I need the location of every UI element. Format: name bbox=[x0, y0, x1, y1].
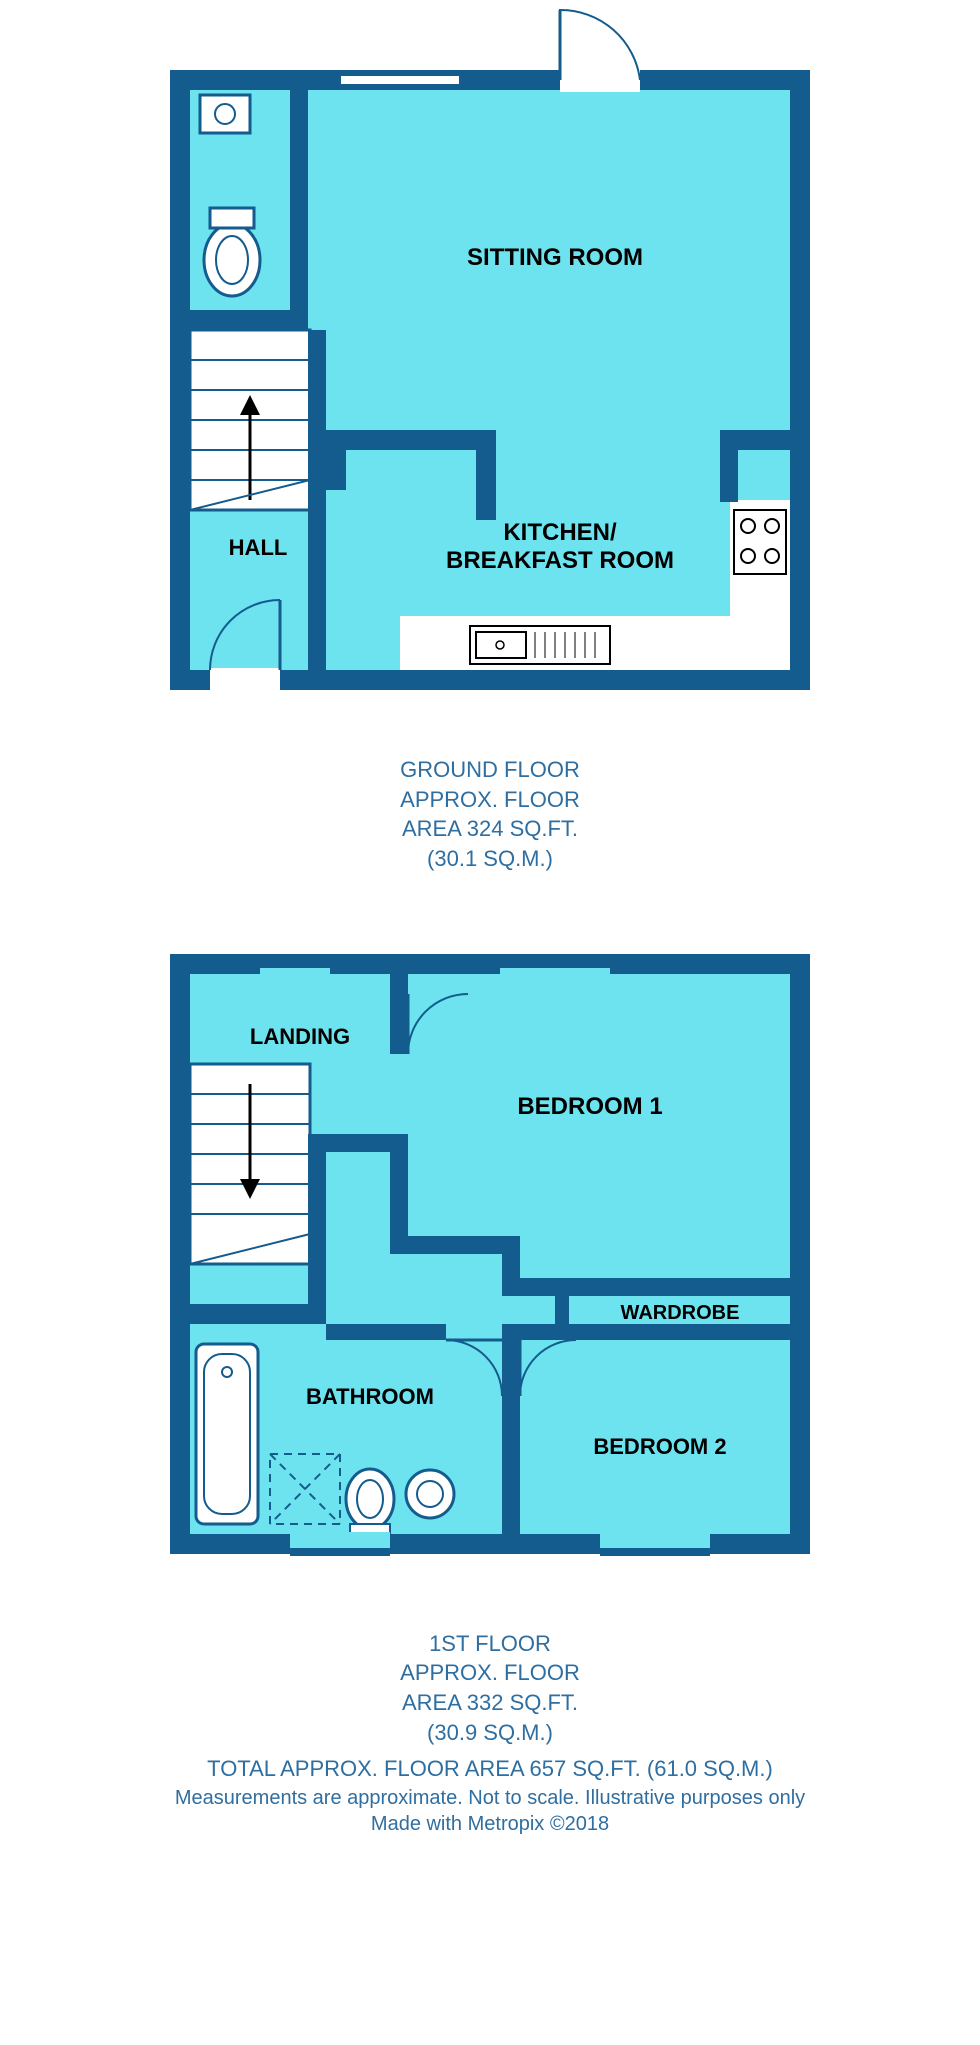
ground-floor-plan: SITTING ROOM HALL KITCHEN/ BREAKFAST ROO… bbox=[0, 0, 980, 720]
landing-label: LANDING bbox=[250, 1024, 350, 1049]
first-floor-plan: LANDING BEDROOM 1 WARDROBE BATHROOM BEDR… bbox=[0, 934, 980, 1574]
kitchen-label-1: KITCHEN/ bbox=[503, 519, 617, 546]
disclaimer-line-2: Made with Metropix ©2018 bbox=[0, 1811, 980, 1837]
floorplan-page: SITTING ROOM HALL KITCHEN/ BREAKFAST ROO… bbox=[0, 0, 980, 1837]
wardrobe-label: WARDROBE bbox=[621, 1302, 740, 1324]
kitchen-label-2: BREAKFAST ROOM bbox=[446, 547, 674, 574]
ground-floor-caption: GROUND FLOOR APPROX. FLOOR AREA 324 SQ.F… bbox=[0, 755, 980, 874]
bathroom-label: BATHROOM bbox=[306, 1384, 434, 1409]
sitting-room-label: SITTING ROOM bbox=[467, 244, 643, 271]
bedroom2-label: BEDROOM 2 bbox=[593, 1434, 726, 1459]
bedroom1-label: BEDROOM 1 bbox=[517, 1093, 662, 1120]
total-area: TOTAL APPROX. FLOOR AREA 657 SQ.FT. (61.… bbox=[0, 1754, 980, 1784]
disclaimer-line-1: Measurements are approximate. Not to sca… bbox=[0, 1785, 980, 1811]
hall-label: HALL bbox=[229, 535, 288, 560]
first-floor-caption: 1ST FLOOR APPROX. FLOOR AREA 332 SQ.FT. … bbox=[0, 1629, 980, 1748]
